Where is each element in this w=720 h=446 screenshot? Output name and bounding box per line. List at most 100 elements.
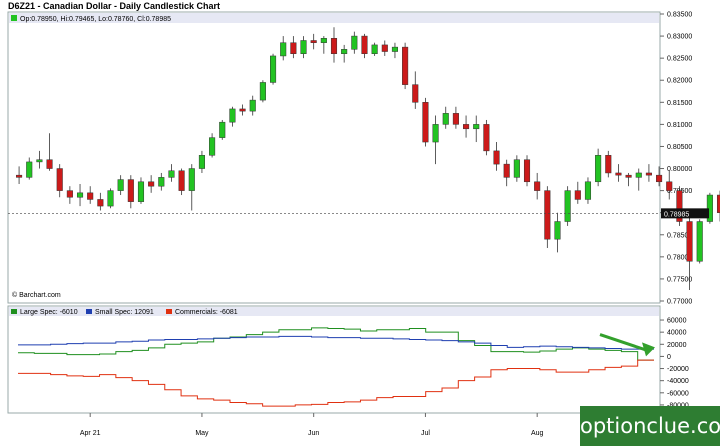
price-tick-label: 0.81000: [667, 122, 692, 129]
price-tick-label: 0.83500: [667, 12, 692, 19]
candle-body: [574, 190, 581, 200]
candle-body: [351, 35, 358, 50]
candle-body: [595, 155, 602, 183]
candle-body: [56, 168, 63, 191]
candle-body: [341, 49, 348, 54]
candle-body: [219, 121, 226, 138]
candle-body: [229, 108, 236, 123]
brand-watermark: optionclue.com: [580, 406, 720, 446]
candle-body: [97, 199, 104, 207]
candle-body: [310, 40, 317, 43]
cot-arrow-shaft: [599, 333, 648, 352]
cot-tick-label: -20000: [667, 366, 689, 373]
cot-tick-label: 0: [667, 354, 671, 361]
candle-body: [686, 221, 693, 262]
cot-legend-label: Commercials: -6081: [175, 309, 238, 316]
ohlc-band: [9, 13, 659, 23]
candle-body: [178, 170, 185, 191]
last-price-label: 0.78985: [664, 211, 689, 218]
candle-body: [422, 102, 429, 143]
cot-legend-band: [9, 307, 659, 316]
candle-body: [605, 155, 612, 174]
candle-body: [137, 181, 145, 202]
barchart-watermark: © Barchart.com: [12, 291, 61, 299]
candle-body: [615, 172, 622, 176]
cot-legend-label: Large Spec: -6010: [20, 309, 78, 316]
ohlc-label: Op:0.78950, Hi:0.79465, Lo:0.78760, Cl:0…: [20, 16, 171, 23]
candle-body: [87, 192, 94, 200]
candle-body: [16, 174, 23, 178]
price-tick-label: 0.82000: [667, 78, 692, 85]
last-price-box: [661, 208, 709, 219]
candle-body: [676, 190, 683, 222]
price-tick-label: 0.78500: [667, 232, 692, 239]
candle-body: [544, 190, 551, 240]
candle-body: [320, 38, 327, 43]
price-tick-label: 0.83000: [667, 34, 692, 41]
candle-body: [696, 221, 703, 262]
x-tick-label: May: [195, 430, 209, 437]
candle-body: [473, 124, 480, 130]
candle-body: [503, 163, 510, 178]
candle-body: [117, 179, 124, 191]
candle-body: [656, 174, 663, 183]
x-tick-label: Jun: [308, 430, 319, 437]
price-tick-label: 0.81500: [667, 100, 692, 107]
candle-body: [158, 177, 165, 187]
cot-tick-label: 60000: [667, 318, 687, 325]
candle-body: [188, 168, 195, 191]
candle-body: [300, 40, 307, 54]
price-tick-label: 0.80000: [667, 166, 692, 173]
candle-body: [249, 99, 256, 112]
candle-body: [442, 113, 449, 125]
candle-body: [46, 159, 53, 169]
candle-body: [493, 150, 500, 165]
candle-body: [625, 174, 632, 178]
cot-legend-swatch: [166, 309, 172, 314]
candle-body: [391, 46, 398, 52]
cot-series-line: [18, 335, 654, 350]
cot-series-line: [18, 359, 654, 407]
candle-body: [706, 194, 713, 222]
ohlc-legend-swatch: [11, 15, 17, 21]
candle-body: [209, 137, 216, 156]
candle-body: [645, 172, 652, 176]
cot-tick-label: -40000: [667, 378, 689, 385]
cot-legend-swatch: [11, 309, 17, 314]
candle-body: [402, 46, 409, 85]
candle-body: [26, 161, 33, 178]
candle-body: [554, 221, 561, 240]
cot-tick-label: -80000: [667, 402, 689, 409]
candle-body: [666, 181, 673, 191]
candle-body: [584, 181, 592, 200]
candle-body: [76, 192, 84, 198]
candle-body: [198, 155, 205, 169]
candle-body: [259, 82, 266, 101]
candle-body: [280, 42, 287, 57]
candle-body: [36, 159, 43, 163]
candle-body: [168, 170, 175, 178]
candle-body: [330, 38, 338, 54]
candle-body: [463, 124, 470, 130]
candle-body: [483, 124, 490, 152]
candle-body: [270, 55, 277, 83]
cot-series-line: [18, 327, 654, 361]
candle-body: [523, 159, 531, 183]
candle-body: [412, 84, 419, 103]
cot-tick-label: 40000: [667, 330, 687, 337]
candle-body: [432, 124, 439, 143]
candle-body: [635, 172, 642, 178]
candle-body: [513, 159, 520, 178]
cot-tick-label: 20000: [667, 342, 687, 349]
x-tick-label: Aug: [531, 430, 544, 437]
candle-body: [148, 181, 155, 187]
candle-body: [564, 190, 571, 222]
candle-body: [107, 190, 114, 207]
cot-tick-label: -60000: [667, 390, 689, 397]
price-tick-label: 0.82500: [667, 56, 692, 63]
candle-body: [290, 42, 297, 54]
candle-body: [361, 35, 368, 54]
cot-legend-label: Small Spec: 12091: [95, 309, 154, 316]
